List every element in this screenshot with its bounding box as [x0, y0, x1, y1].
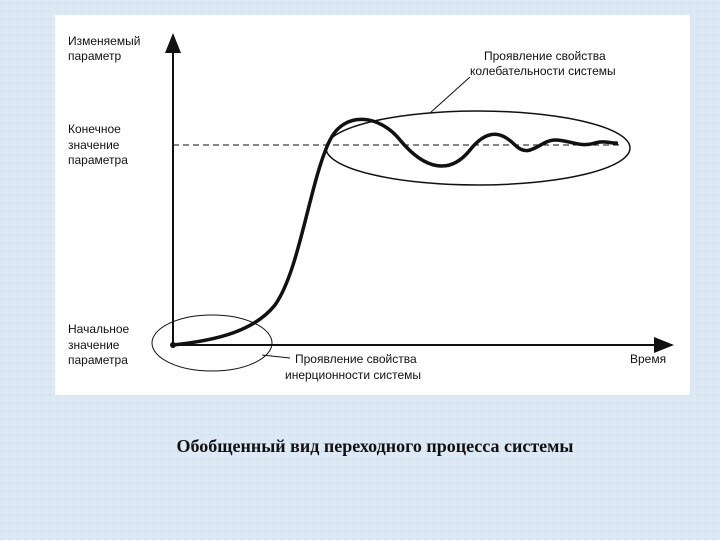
figure-panel: [55, 15, 690, 395]
y-axis-label: Изменяемый: [68, 34, 140, 48]
transient-curve: [172, 117, 619, 347]
oscillation-note: Проявление свойства: [484, 49, 606, 63]
final-value-label: Конечное: [68, 122, 121, 136]
final-value-label: значение: [68, 138, 120, 152]
initial-value-label: Начальное: [68, 322, 130, 336]
oscillation-ellipse: [325, 110, 631, 186]
oscillation-leader: [429, 76, 471, 114]
inertia-leader: [261, 354, 291, 359]
inertia-note: Проявление свойства: [295, 352, 417, 366]
inertia-note: инерционности системы: [285, 368, 421, 382]
inertia-ellipse: [151, 314, 273, 372]
initial-value-label: параметра: [68, 353, 128, 367]
caption: Обобщенный вид переходного процесса сист…: [177, 436, 574, 456]
initial-value-label: значение: [68, 338, 120, 352]
final-value-label: параметра: [68, 153, 128, 167]
oscillation-note: колебательности системы: [470, 64, 616, 78]
start-point: [170, 342, 176, 348]
x-axis-label: Время: [630, 352, 666, 366]
y-axis-label: параметр: [68, 49, 122, 63]
